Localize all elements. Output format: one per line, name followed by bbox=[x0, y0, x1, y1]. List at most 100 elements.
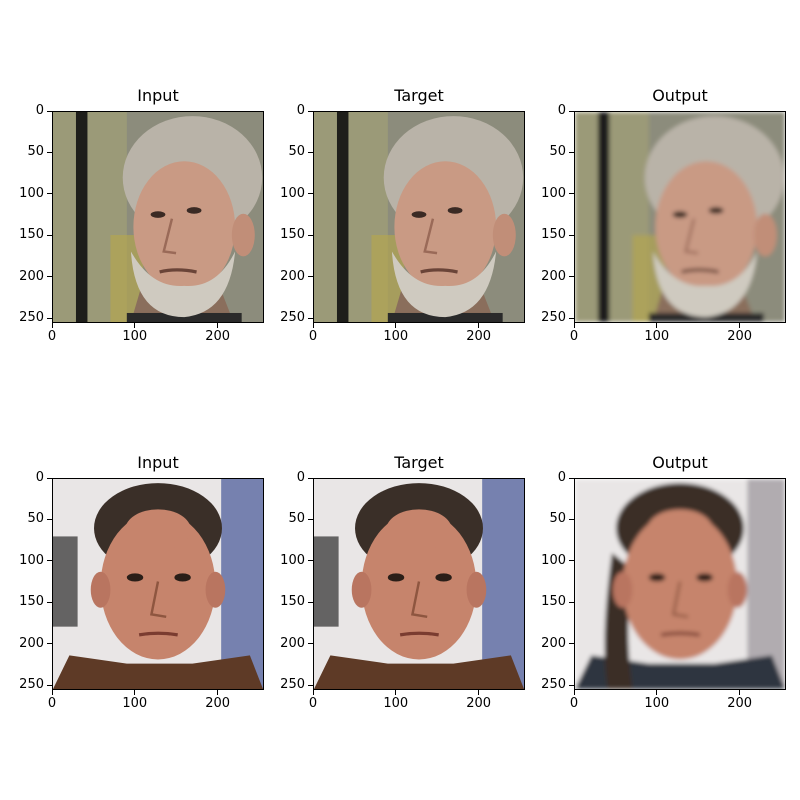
y-tick-label: 150 bbox=[541, 227, 566, 243]
x-tick-label: 200 bbox=[466, 329, 492, 344]
panel-row1-target: Target 0 50 100 150 200 250 0 100 200 bbox=[280, 86, 573, 371]
older-man-grey-hair-beard-face bbox=[314, 112, 524, 322]
y-tick-mark bbox=[47, 601, 52, 603]
x-tick-label: 200 bbox=[205, 329, 231, 344]
x-tick-mark bbox=[656, 323, 658, 328]
x-tick-mark bbox=[312, 690, 314, 695]
x-tick-mark bbox=[134, 323, 136, 328]
x-tick-label: 200 bbox=[205, 696, 231, 711]
x-tick-mark bbox=[573, 323, 575, 328]
y-tick-mark bbox=[308, 643, 313, 645]
x-tick-mark bbox=[739, 323, 741, 328]
y-tick-mark bbox=[569, 234, 574, 236]
y-tick-label: 0 bbox=[296, 470, 305, 485]
y-tick-mark bbox=[308, 560, 313, 562]
y-tick-mark bbox=[569, 560, 574, 562]
x-tick-mark bbox=[395, 323, 397, 328]
y-tick-label: 50 bbox=[549, 511, 566, 527]
y-tick-label: 150 bbox=[280, 594, 305, 610]
y-tick-mark bbox=[569, 477, 574, 479]
x-tick-mark bbox=[573, 690, 575, 695]
panel-title: Input bbox=[137, 86, 179, 105]
y-tick-label: 250 bbox=[19, 677, 44, 693]
y-tick-label: 0 bbox=[557, 103, 566, 118]
y-tick-mark bbox=[47, 276, 52, 278]
x-tick-mark bbox=[134, 690, 136, 695]
panel-row2-target: Target 0 50 100 150 200 250 0 100 200 bbox=[280, 453, 573, 738]
panel-title: Target bbox=[394, 453, 444, 472]
y-tick-mark bbox=[569, 276, 574, 278]
y-tick-label: 100 bbox=[541, 185, 566, 201]
y-tick-mark bbox=[47, 193, 52, 195]
x-tick-mark bbox=[312, 323, 314, 328]
y-tick-mark bbox=[308, 684, 313, 686]
x-tick-mark bbox=[217, 690, 219, 695]
y-tick-mark bbox=[47, 684, 52, 686]
x-tick-mark bbox=[51, 690, 53, 695]
x-tick-label: 0 bbox=[569, 329, 579, 344]
image-plot-area bbox=[574, 478, 786, 690]
man-receding-hairline-face bbox=[53, 479, 263, 689]
x-tick-label: 100 bbox=[383, 696, 409, 711]
y-tick-label: 50 bbox=[288, 144, 305, 160]
y-tick-label: 50 bbox=[288, 511, 305, 527]
y-tick-label: 150 bbox=[280, 227, 305, 243]
x-tick-mark bbox=[217, 323, 219, 328]
x-tick-mark bbox=[656, 690, 658, 695]
y-tick-label: 100 bbox=[280, 185, 305, 201]
panel-title: Input bbox=[137, 453, 179, 472]
y-tick-label: 0 bbox=[557, 470, 566, 485]
y-tick-mark bbox=[308, 193, 313, 195]
y-tick-mark bbox=[569, 643, 574, 645]
x-tick-label: 0 bbox=[47, 329, 57, 344]
y-tick-label: 200 bbox=[541, 635, 566, 651]
y-tick-mark bbox=[569, 518, 574, 520]
x-tick-mark bbox=[478, 323, 480, 328]
y-tick-label: 0 bbox=[296, 103, 305, 118]
older-man-grey-hair-beard-face bbox=[53, 112, 263, 322]
x-tick-label: 200 bbox=[727, 696, 753, 711]
y-tick-mark bbox=[308, 234, 313, 236]
x-tick-label: 200 bbox=[727, 329, 753, 344]
man-receding-hairline-face bbox=[314, 479, 524, 689]
x-tick-label: 200 bbox=[466, 696, 492, 711]
y-tick-label: 250 bbox=[541, 677, 566, 693]
y-tick-mark bbox=[308, 477, 313, 479]
y-tick-mark bbox=[308, 601, 313, 603]
y-tick-label: 200 bbox=[19, 268, 44, 284]
panel-title: Output bbox=[652, 86, 708, 105]
x-tick-mark bbox=[395, 690, 397, 695]
y-tick-mark bbox=[308, 151, 313, 153]
y-tick-mark bbox=[569, 601, 574, 603]
y-tick-label: 250 bbox=[541, 310, 566, 326]
panel-title: Target bbox=[394, 86, 444, 105]
image-plot-area bbox=[574, 111, 786, 323]
panel-row1-output: Output 0 50 100 150 200 250 0 100 200 bbox=[541, 86, 800, 371]
y-tick-label: 100 bbox=[280, 552, 305, 568]
y-tick-mark bbox=[569, 151, 574, 153]
x-tick-label: 0 bbox=[569, 696, 579, 711]
y-tick-label: 50 bbox=[549, 144, 566, 160]
y-tick-mark bbox=[569, 684, 574, 686]
y-tick-mark bbox=[308, 276, 313, 278]
y-tick-label: 150 bbox=[19, 227, 44, 243]
y-tick-label: 150 bbox=[541, 594, 566, 610]
x-tick-label: 100 bbox=[122, 696, 148, 711]
y-tick-mark bbox=[47, 643, 52, 645]
y-tick-label: 250 bbox=[280, 310, 305, 326]
y-tick-label: 250 bbox=[280, 677, 305, 693]
y-tick-mark bbox=[47, 151, 52, 153]
y-tick-label: 250 bbox=[19, 310, 44, 326]
image-plot-area bbox=[313, 111, 525, 323]
y-tick-mark bbox=[47, 317, 52, 319]
panel-row2-output: Output 0 50 100 150 200 250 0 100 200 bbox=[541, 453, 800, 738]
y-tick-mark bbox=[47, 560, 52, 562]
x-tick-label: 0 bbox=[308, 696, 318, 711]
x-tick-label: 100 bbox=[383, 329, 409, 344]
panel-row1-input: Input 0 50 100 150 200 250 0 100 200 bbox=[19, 86, 312, 371]
y-tick-label: 0 bbox=[35, 470, 44, 485]
y-tick-label: 200 bbox=[280, 635, 305, 651]
older-man-grey-hair-beard-face-blurred bbox=[575, 112, 785, 322]
x-tick-label: 100 bbox=[644, 696, 670, 711]
